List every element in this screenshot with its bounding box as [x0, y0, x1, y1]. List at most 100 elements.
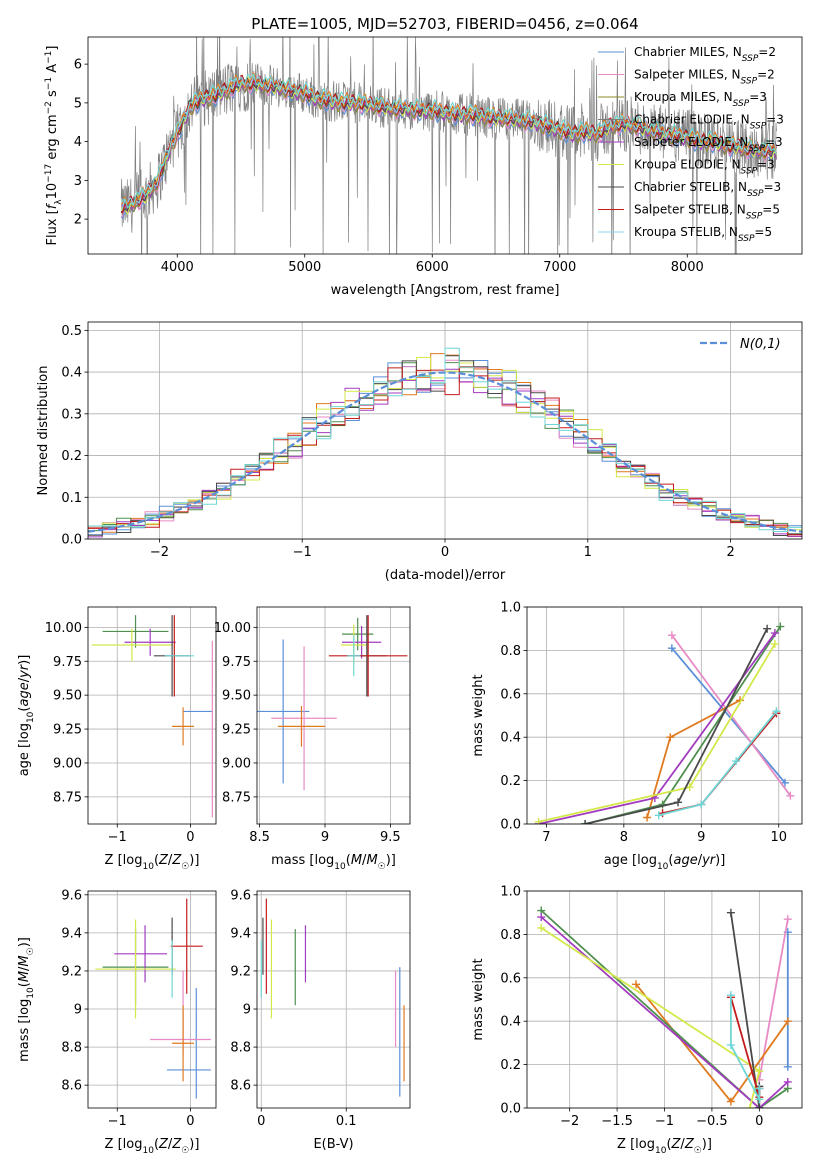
x-tick-label: 5000: [288, 260, 321, 275]
y-tick-label: 1.0: [500, 885, 521, 900]
y-tick-label: 8.8: [230, 1041, 251, 1056]
x-axis-label: (data-model)/error: [385, 568, 506, 583]
weight-marker: [697, 800, 706, 809]
y-tick-label: 0.2: [61, 449, 82, 464]
weight-marker: [726, 1097, 735, 1106]
legend-label: N(0,1): [740, 337, 781, 352]
legend-label: Salpeter MILES, NSSP=2: [634, 68, 775, 87]
y-tick-label: 1.0: [500, 601, 521, 616]
weight-marker: [783, 1077, 792, 1086]
y-tick-label: 0.0: [500, 1102, 521, 1117]
weight-line: [671, 634, 792, 797]
x-tick-label: 0: [755, 1114, 763, 1129]
x-tick-label: 9: [321, 830, 329, 845]
panel-3: 8.5 9 9.5 8.75 9.00 9.25 9.50 9.75 10.00 mass [lo…: [214, 606, 411, 872]
x-tick-label: 8000: [671, 260, 704, 275]
x-tick-label: 0: [186, 1114, 194, 1129]
y-tick-label: 9.2: [61, 964, 82, 979]
y-tick-label: 0.6: [500, 971, 521, 986]
weight-marker: [726, 1041, 735, 1050]
x-tick-label: 9.5: [380, 830, 401, 845]
x-tick-label: 0: [257, 1114, 265, 1129]
x-axis-label: wavelength [Angstrom, rest frame]: [331, 283, 560, 298]
weight-marker: [755, 1067, 764, 1076]
y-tick-label: 0.2: [500, 774, 521, 789]
x-tick-label: 9: [697, 830, 705, 845]
plot-area: [257, 615, 408, 791]
y-tick-label: 0.1: [61, 491, 82, 506]
plot-area: [88, 347, 802, 538]
y-tick-label: 4: [74, 135, 82, 150]
weight-line: [540, 927, 761, 1108]
x-axis-label: mass [log10(M/M☉)]: [271, 853, 396, 872]
y-tick-label: 9.00: [222, 756, 251, 771]
y-tick-label: 9.50: [53, 689, 82, 704]
weight-marker: [667, 631, 676, 640]
y-tick-label: 0.4: [500, 1015, 521, 1030]
weight-marker: [685, 783, 694, 792]
x-tick-label: 0: [186, 830, 194, 845]
weight-marker: [732, 757, 741, 766]
y-tick-label: 0.5: [61, 324, 82, 339]
x-axis-label: age [log10(age/yr)]: [604, 853, 726, 872]
y-axis-label: mass weight: [471, 674, 486, 756]
y-tick-label: 9.75: [53, 655, 82, 670]
axes-frame: [87, 890, 217, 1109]
legend-label: Chabrier ELODIE, NSSP=3: [634, 113, 784, 132]
y-tick-label: 9.25: [222, 723, 251, 738]
weight-line: [758, 919, 789, 1080]
x-tick-label: 1: [584, 545, 592, 560]
weight-line: [540, 916, 789, 1108]
axes-frame: [87, 36, 803, 255]
axes-frame: [256, 606, 411, 825]
y-tick-label: 9.25: [53, 723, 82, 738]
normal-curve: [88, 371, 802, 533]
legend-label: Chabrier MILES, NSSP=2: [634, 45, 776, 64]
x-axis-label: Z [log10(Z/Z☉)]: [617, 1137, 712, 1156]
weight-marker: [667, 644, 676, 653]
y-tick-label: 9.00: [53, 756, 82, 771]
weight-marker: [643, 813, 652, 822]
weight-marker: [745, 1104, 754, 1108]
plot-area: [91, 615, 213, 818]
y-tick-label: 6: [74, 58, 82, 73]
y-axis-label: mass [log10(M/M☉)]: [17, 937, 36, 1062]
x-axis-label: Z [log10(Z/Z☉)]: [105, 1137, 200, 1156]
panel-2: −1 0 8.75 9.00 9.25 9.50 9.75 10.00 Z [log10(Z/Z…: [17, 606, 217, 872]
weight-marker: [726, 991, 735, 1000]
y-tick-label: 2: [74, 213, 82, 228]
weight-marker: [537, 913, 546, 922]
x-tick-label: 8.5: [249, 830, 270, 845]
weight-marker: [763, 624, 772, 633]
x-tick-label: −1: [108, 830, 127, 845]
histogram-8: [88, 347, 802, 532]
panel-6: 0 0.1 8.6 8.8 9 9.2 9.4 9.6 E(B-V): [230, 888, 411, 1152]
x-axis-label: Z [log10(Z/Z☉)]: [105, 853, 200, 872]
weight-marker: [783, 1062, 792, 1071]
y-axis-label: age [log10(age/yr)]: [17, 655, 36, 777]
x-tick-label: 6000: [416, 260, 449, 275]
y-tick-label: 9: [243, 1003, 251, 1018]
weight-marker: [755, 1104, 764, 1108]
axes-frame: [256, 890, 411, 1109]
y-tick-label: 0.8: [500, 928, 521, 943]
chart-title: PLATE=1005, MJD=52703, FIBERID=0456, z=0…: [251, 15, 638, 33]
y-tick-label: 8.75: [53, 790, 82, 805]
weight-marker: [780, 778, 789, 787]
weight-marker: [537, 923, 546, 932]
y-tick-label: 8.6: [230, 1079, 251, 1094]
model-spectrum: [120, 73, 778, 209]
x-tick-label: −0.5: [696, 1114, 728, 1129]
x-tick-label: 0.1: [336, 1114, 357, 1129]
x-tick-label: 7: [542, 830, 550, 845]
legend-label: Chabrier STELIB, NSSP=3: [634, 180, 781, 199]
plot-area: [95, 898, 211, 1099]
y-tick-label: 8.75: [222, 790, 251, 805]
weight-marker: [581, 820, 590, 824]
weight-marker: [786, 791, 795, 800]
y-axis-label: mass weight: [471, 958, 486, 1040]
weight-marker: [654, 811, 663, 820]
x-tick-label: −2: [560, 1114, 579, 1129]
y-tick-label: 0.4: [61, 366, 82, 381]
